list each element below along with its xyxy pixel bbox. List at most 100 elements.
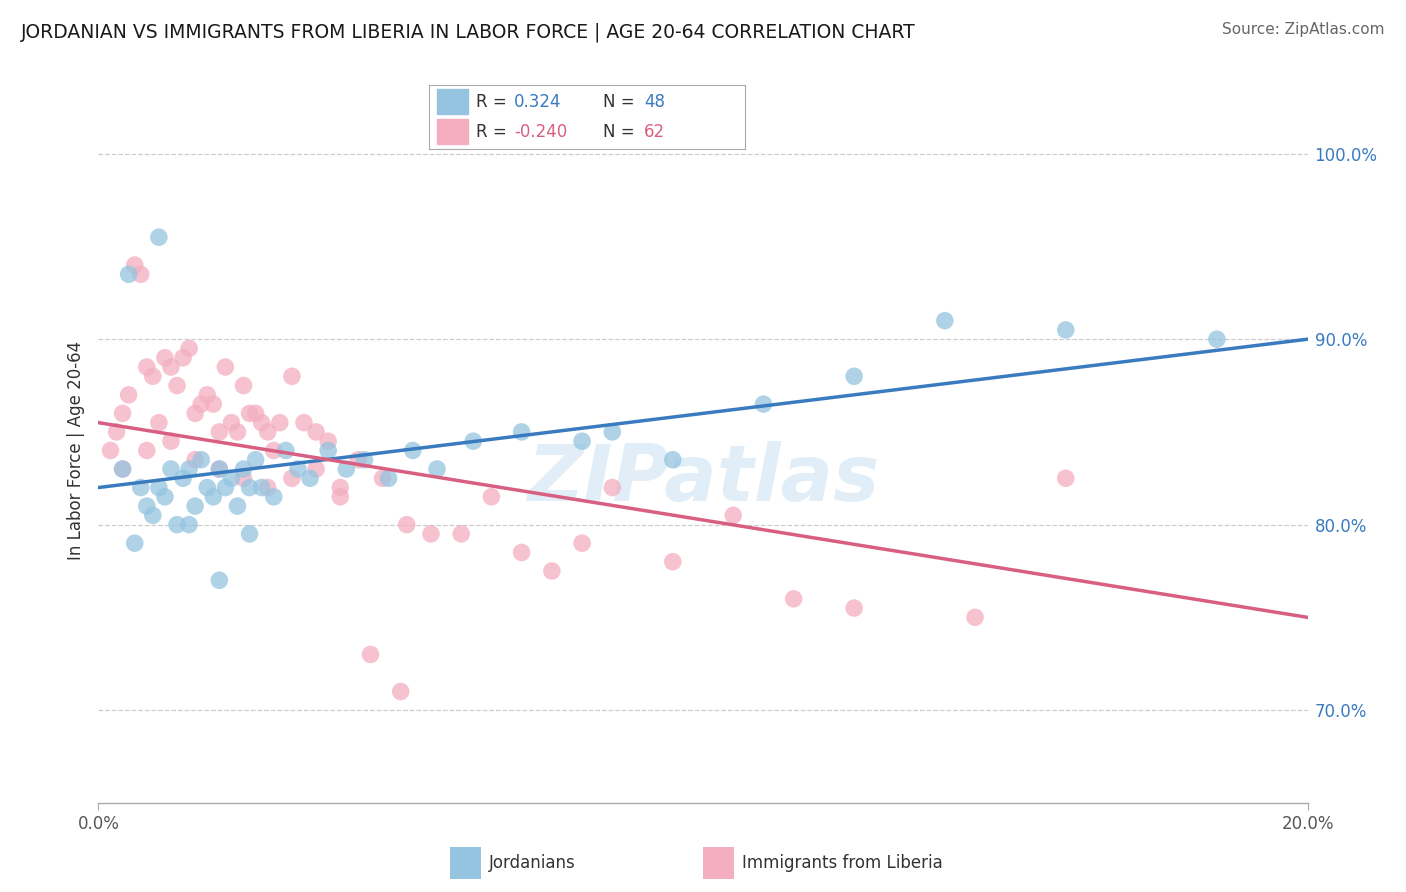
Point <box>353 452 375 467</box>
Text: N =: N = <box>603 122 640 141</box>
Point <box>752 397 775 411</box>
Point <box>281 471 304 485</box>
Point <box>602 481 624 495</box>
Point <box>287 462 309 476</box>
Point <box>844 369 866 384</box>
Point <box>510 545 533 559</box>
Point <box>111 462 134 476</box>
Point <box>402 443 425 458</box>
Point <box>142 369 165 384</box>
Point <box>226 499 249 513</box>
Point <box>420 527 443 541</box>
Text: Immigrants from Liberia: Immigrants from Liberia <box>742 854 943 871</box>
Text: -0.240: -0.240 <box>515 122 568 141</box>
Point <box>450 527 472 541</box>
Point <box>256 425 278 439</box>
Point <box>202 490 225 504</box>
Point <box>1054 323 1077 337</box>
Text: 62: 62 <box>644 122 665 141</box>
Point <box>269 416 291 430</box>
Point <box>166 517 188 532</box>
Point <box>118 388 141 402</box>
Point <box>723 508 745 523</box>
Point <box>316 443 339 458</box>
Point <box>281 369 304 384</box>
Point <box>965 610 987 624</box>
Point <box>179 517 201 532</box>
Point <box>316 434 339 449</box>
Point <box>347 452 370 467</box>
Point <box>105 425 128 439</box>
Point <box>232 462 254 476</box>
Point <box>153 490 176 504</box>
Point <box>299 471 322 485</box>
Text: ZIPatlas: ZIPatlas <box>527 441 879 516</box>
Point <box>153 351 176 365</box>
Point <box>208 462 231 476</box>
Point <box>263 490 285 504</box>
Point <box>148 230 170 244</box>
Text: Source: ZipAtlas.com: Source: ZipAtlas.com <box>1222 22 1385 37</box>
Text: R =: R = <box>477 122 512 141</box>
Text: Jordanians: Jordanians <box>489 854 576 871</box>
Point <box>239 406 262 420</box>
Point <box>232 471 254 485</box>
Point <box>208 574 231 588</box>
Point <box>226 425 249 439</box>
Point <box>160 462 183 476</box>
Point <box>221 471 243 485</box>
Point <box>202 397 225 411</box>
Point <box>274 443 297 458</box>
Point <box>129 268 152 282</box>
Point <box>571 434 593 449</box>
Point <box>662 452 685 467</box>
Point <box>160 359 183 374</box>
Point <box>263 443 285 458</box>
Point <box>239 481 262 495</box>
Point <box>360 648 382 662</box>
Point <box>329 490 352 504</box>
Point <box>111 406 134 420</box>
Text: 0.324: 0.324 <box>515 93 562 111</box>
Point <box>124 258 146 272</box>
Point <box>250 481 273 495</box>
Point <box>239 527 262 541</box>
Point <box>148 416 170 430</box>
Point <box>195 388 218 402</box>
Point <box>256 481 278 495</box>
Point <box>426 462 449 476</box>
Y-axis label: In Labor Force | Age 20-64: In Labor Force | Age 20-64 <box>66 341 84 560</box>
Point <box>783 591 806 606</box>
Point <box>172 351 194 365</box>
Bar <box>437 89 468 113</box>
Point <box>135 499 157 513</box>
Point <box>142 508 165 523</box>
Point <box>662 555 685 569</box>
Point <box>100 443 122 458</box>
Point <box>129 481 152 495</box>
Point <box>118 268 141 282</box>
Point <box>111 462 134 476</box>
Text: JORDANIAN VS IMMIGRANTS FROM LIBERIA IN LABOR FORCE | AGE 20-64 CORRELATION CHAR: JORDANIAN VS IMMIGRANTS FROM LIBERIA IN … <box>21 22 915 42</box>
Point <box>190 452 212 467</box>
Point <box>305 425 328 439</box>
Point <box>305 462 328 476</box>
Point <box>172 471 194 485</box>
Point <box>160 434 183 449</box>
Text: N =: N = <box>603 93 640 111</box>
Point <box>208 462 231 476</box>
Point <box>463 434 485 449</box>
Point <box>184 406 207 420</box>
Point <box>208 425 231 439</box>
Point <box>184 499 207 513</box>
Point <box>214 481 236 495</box>
Point <box>250 416 273 430</box>
Point <box>195 481 218 495</box>
Point <box>184 452 207 467</box>
Point <box>179 462 201 476</box>
Point <box>124 536 146 550</box>
Point <box>1054 471 1077 485</box>
Point <box>148 481 170 495</box>
Point <box>571 536 593 550</box>
Point <box>510 425 533 439</box>
